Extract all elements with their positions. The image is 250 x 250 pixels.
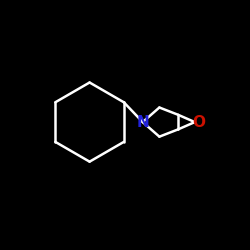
Text: O: O [192,114,205,130]
Text: N: N [136,114,149,130]
